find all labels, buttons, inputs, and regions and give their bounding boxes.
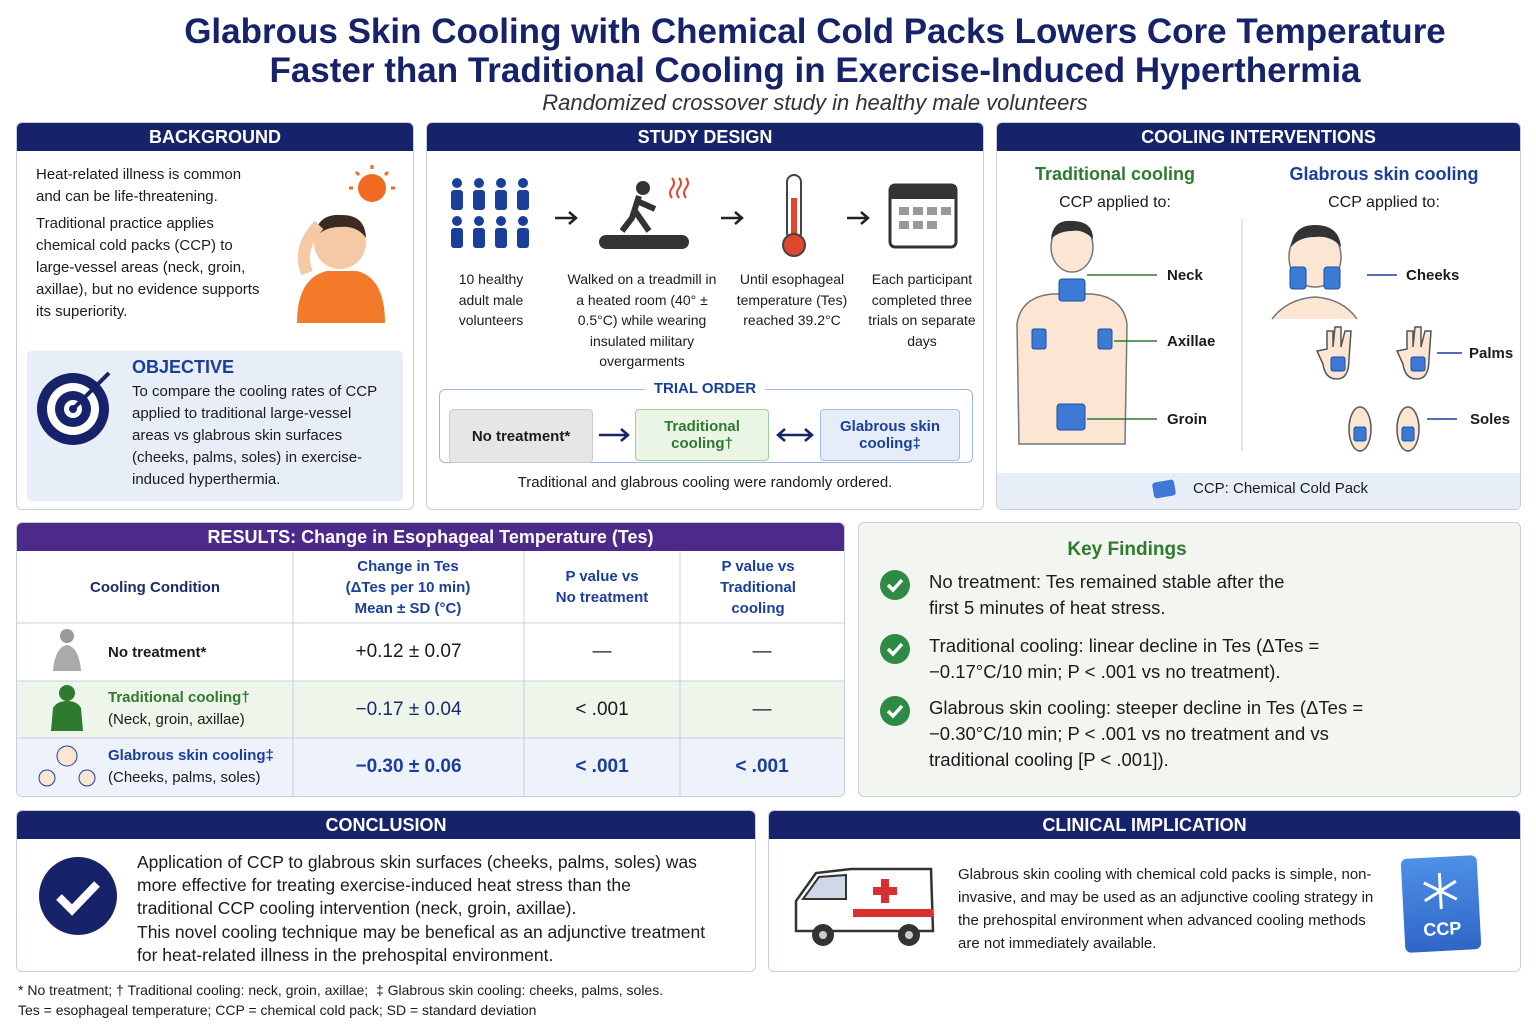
site-label: Soles [1470,411,1511,428]
title: Glabrous Skin Cooling with Chemical Cold… [0,12,1536,90]
step-text: 10 healthy adult male volunteers [458,271,524,328]
site-label: Axillae [1167,333,1216,350]
row-bg [17,738,844,796]
study-icons [451,174,958,257]
condition: Traditional cooling† [108,689,250,706]
panel-heading: CLINICAL IMPLICATION [769,811,1520,839]
site-label: Groin [1167,411,1207,428]
row-bg [17,681,844,738]
p-value: — [592,641,612,662]
step-text: Until esophageal temperature (Tes) reach… [736,271,848,328]
subtitle: Randomized crossover study in healthy ma… [542,90,1088,115]
p-value: — [752,698,772,720]
change-value: −0.17 ± 0.04 [355,698,462,720]
group-subtitle: CCP applied to: [1059,194,1171,211]
site-label: Neck [1167,267,1203,284]
trial-order-heading: TRIAL ORDER [645,380,765,397]
footnote: * No treatment; † Traditional cooling: n… [18,982,664,998]
check-badge [39,857,117,935]
trial-box: No treatment* [449,409,593,463]
title-line: Glabrous Skin Cooling with Chemical Cold… [184,12,1446,51]
cold-pack: CCP [1400,855,1482,953]
intervention-figures [1016,219,1462,452]
group-subtitle: CCP applied to: [1328,194,1440,211]
trial-arrows [599,428,814,442]
conclusion-panel: CONCLUSION Application of CCP to glabrou… [16,810,756,972]
objective-heading: OBJECTIVE [132,357,235,377]
column-header: P value vs No treatment [555,568,649,606]
condition-detail: (Cheeks, palms, soles) [108,769,261,786]
table-grid [17,551,844,796]
trial-box: Traditional cooling† [635,409,769,461]
condition: No treatment* [108,644,207,661]
panel-heading: BACKGROUND [17,123,413,151]
p-value: < .001 [575,756,629,777]
study-design-panel: STUDY DESIGN 10 healthy adult male volun… [426,122,984,510]
legend-bar [997,473,1520,509]
results-panel: RESULTS: Change in Esophageal Temperatur… [16,522,845,797]
objective-text: To compare the cooling rates of CCP appl… [132,383,377,488]
legend-text: CCP: Chemical Cold Pack [1193,480,1369,497]
change-value: +0.12 ± 0.07 [355,641,462,662]
background-text: Traditional practice applies chemical co… [36,215,260,320]
panel-heading: CONCLUSION [17,811,755,839]
snowflake [1423,872,1458,910]
column-header: P value vs Traditional cooling [720,557,796,617]
findings-heading: Key Findings [1067,539,1187,560]
trial-box: Glabrous skin cooling‡ [820,409,960,461]
site-label: Palms [1469,345,1514,362]
clinical-panel: CLINICAL IMPLICATION Glabrous skin cooli… [768,810,1521,972]
background-panel: BACKGROUND Heat-related illness is commo… [16,122,414,510]
heat-person-icon [297,165,395,323]
finding: Traditional cooling: linear decline in T… [929,635,1320,682]
column-header: Change in Tes (ΔTes per 10 min) Mean ± S… [345,557,471,617]
footnote: Tes = esophageal temperature; CCP = chem… [18,1002,537,1018]
check-icons [880,570,910,726]
key-findings-panel: Key Findings No treatment: Tes remained … [858,522,1521,797]
p-value: < .001 [575,698,629,720]
clinical-text: Glabrous skin cooling with chemical cold… [958,866,1374,952]
p-value: — [752,641,772,662]
finding: Glabrous skin cooling: steeper decline i… [929,697,1364,770]
change-value: −0.30 ± 0.06 [355,756,462,777]
p-value: < .001 [735,756,789,777]
title-line: Faster than Traditional Cooling in Exerc… [269,51,1361,90]
objective-box: OBJECTIVE To compare the cooling rates o… [27,351,403,501]
conclusion-text: Application of CCP to glabrous skin surf… [137,852,697,918]
step-text: Walked on a treadmill in a heated room (… [567,271,717,369]
site-label: Cheeks [1406,267,1460,284]
trial-note: Traditional and glabrous cooling were ra… [517,474,893,491]
interventions-panel: COOLING INTERVENTIONS Traditional coolin… [996,122,1521,510]
conclusion-text: This novel cooling technique may be bene… [137,922,706,965]
condition: Glabrous skin cooling‡ [108,747,274,764]
panel-heading: COOLING INTERVENTIONS [997,123,1520,151]
panel-heading: RESULTS: Change in Esophageal Temperatur… [17,523,844,551]
background-text: Heat-related illness is common and can b… [36,166,242,205]
panel-heading: STUDY DESIGN [427,123,983,151]
condition-detail: (Neck, groin, axillae) [108,711,245,728]
pack-label: CCP [1422,917,1462,940]
target-icon [37,371,111,445]
finding: No treatment: Tes remained stable after … [929,571,1285,618]
group-title: Glabrous skin cooling [1289,164,1479,184]
ambulance-icon [794,867,935,946]
pack-icon [1152,479,1176,499]
column-header: Cooling Condition [90,578,220,596]
step-text: Each participant completed three trials … [868,271,976,349]
group-title: Traditional cooling [1034,164,1195,184]
